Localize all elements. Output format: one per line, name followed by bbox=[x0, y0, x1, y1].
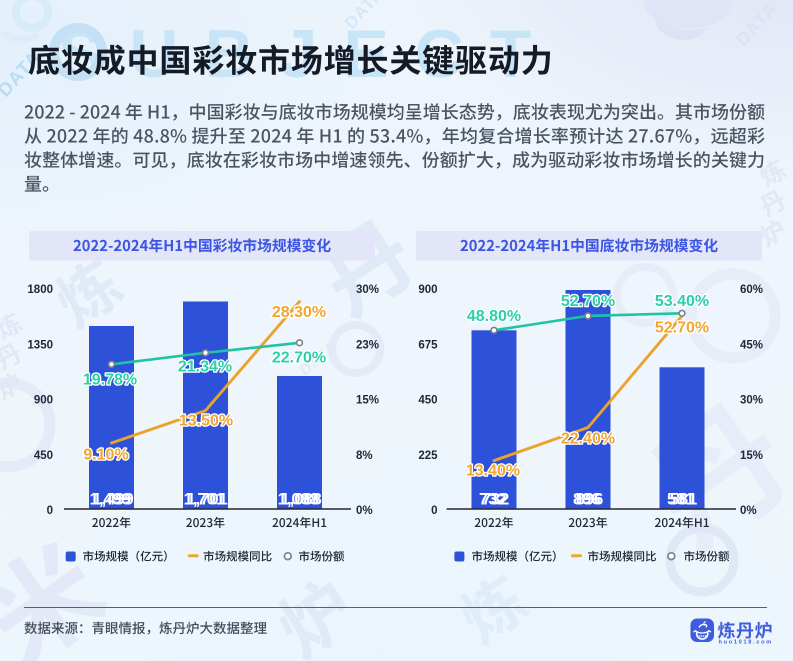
svg-text:DATA: DATA bbox=[732, 0, 781, 50]
svg-text:1,701: 1,701 bbox=[184, 491, 225, 509]
svg-text:1,088: 1,088 bbox=[280, 491, 321, 509]
svg-text:1800: 1800 bbox=[27, 284, 53, 296]
svg-text:52.70%: 52.70% bbox=[561, 293, 615, 310]
svg-text:19.78%: 19.78% bbox=[83, 371, 137, 388]
svg-text:450: 450 bbox=[34, 450, 53, 462]
svg-text:732: 732 bbox=[479, 491, 507, 509]
svg-text:225: 225 bbox=[418, 450, 438, 462]
svg-text:1,701: 1,701 bbox=[186, 491, 227, 509]
svg-text:675: 675 bbox=[418, 339, 438, 351]
svg-text:15%: 15% bbox=[356, 395, 379, 407]
svg-text:8%: 8% bbox=[356, 450, 373, 462]
svg-text:1,088: 1,088 bbox=[278, 491, 319, 509]
svg-text:450: 450 bbox=[418, 395, 437, 407]
svg-text:28.30%: 28.30% bbox=[272, 304, 326, 321]
svg-text:22.40%: 22.40% bbox=[561, 430, 615, 447]
svg-text:900: 900 bbox=[34, 395, 53, 407]
svg-text:896: 896 bbox=[576, 491, 604, 509]
svg-text:DATA: DATA bbox=[697, 634, 707, 638]
svg-text:0: 0 bbox=[47, 505, 53, 517]
svg-text:896: 896 bbox=[573, 491, 601, 509]
svg-text:13.40%: 13.40% bbox=[466, 462, 520, 479]
svg-text:53.40%: 53.40% bbox=[655, 293, 709, 310]
svg-text:1,499: 1,499 bbox=[90, 491, 131, 509]
svg-text:0%: 0% bbox=[356, 505, 373, 517]
svg-text:0%: 0% bbox=[740, 505, 757, 517]
svg-text:huo1018.com: huo1018.com bbox=[719, 640, 773, 646]
svg-text:23%: 23% bbox=[356, 339, 379, 351]
svg-text:48.80%: 48.80% bbox=[467, 308, 521, 325]
svg-text:52.70%: 52.70% bbox=[655, 319, 709, 336]
svg-text:900: 900 bbox=[418, 284, 437, 296]
svg-text:9.10%: 9.10% bbox=[83, 446, 128, 463]
svg-text:1,499: 1,499 bbox=[92, 491, 133, 509]
svg-text:15%: 15% bbox=[740, 450, 763, 462]
svg-text:21.34%: 21.34% bbox=[178, 358, 232, 375]
svg-text:30%: 30% bbox=[356, 284, 379, 296]
svg-text:60%: 60% bbox=[740, 284, 763, 296]
svg-text:22.70%: 22.70% bbox=[272, 349, 326, 366]
svg-text:581: 581 bbox=[670, 491, 698, 509]
svg-text:13.50%: 13.50% bbox=[179, 412, 233, 429]
svg-text:732: 732 bbox=[482, 491, 510, 509]
svg-text:45%: 45% bbox=[740, 339, 763, 351]
svg-text:30%: 30% bbox=[740, 395, 763, 407]
svg-text:581: 581 bbox=[667, 491, 695, 509]
svg-text:1350: 1350 bbox=[27, 339, 53, 351]
svg-text:0: 0 bbox=[431, 505, 437, 517]
